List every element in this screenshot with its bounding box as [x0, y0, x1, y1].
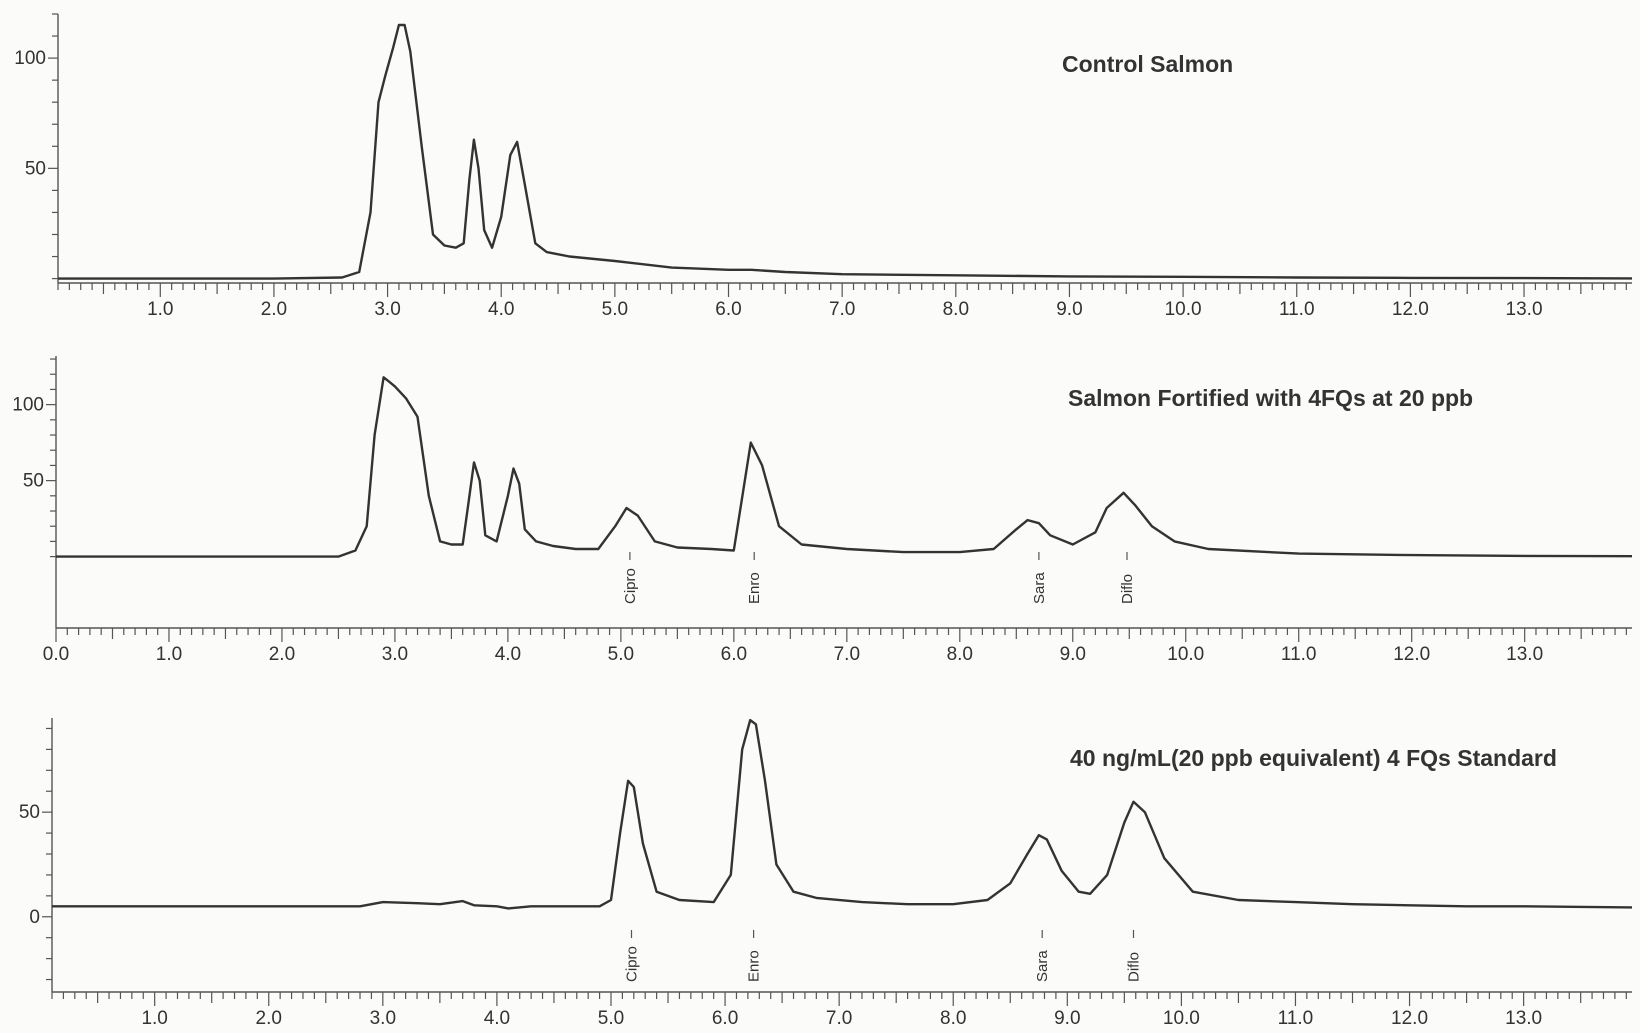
y-tick-label: 50: [23, 471, 44, 492]
x-tick-label: 5.0: [598, 1008, 624, 1029]
x-tick-label: 11.0: [1281, 644, 1317, 665]
x-tick-label: 9.0: [1054, 1008, 1080, 1029]
x-tick-label: 8.0: [943, 299, 969, 320]
chromatogram-trace: [52, 718, 1633, 910]
peak-label-text: Sara: [1031, 572, 1048, 604]
peak-label-text: Enro: [746, 572, 763, 604]
x-tick-label: 3.0: [370, 1008, 396, 1029]
peak-label-text: Cipro: [622, 568, 639, 604]
x-tick-label: 1.0: [141, 1008, 167, 1029]
x-tick-label: 2.0: [256, 1008, 282, 1029]
x-tick-label: 11.0: [1279, 299, 1315, 320]
chromatogram-panel-2: 50 100 0.0 1.0 2.0 3.0 4.0 5.0 6.0 7.0 8.0 9.0 10.0 1…: [12, 356, 1633, 665]
x-tick-label: 1.0: [156, 644, 182, 665]
chromatogram-panel-3: 0 50 1.0 2.0 3.0 4.0 5.0 6.0 7.0 8.0 9.0 10.0 11.0 12…: [19, 718, 1633, 1029]
x-tick-label: 5.0: [608, 644, 634, 665]
chromatogram-panel-1: 50 100 1.0 2.0 3.0 4.0 5.0 6.0 7.0 8.0 9.0 10.0 11.0…: [14, 13, 1633, 320]
x-tick-label: 9.0: [1056, 299, 1082, 320]
x-tick-label: 6.0: [721, 644, 747, 665]
peak-label-text: Cipro: [624, 946, 641, 982]
x-tick-label: 3.0: [374, 299, 400, 320]
x-tick-label: 10.0: [1165, 299, 1202, 320]
peak-label-cipro: Cipro: [622, 552, 639, 604]
x-tick-label: 7.0: [829, 299, 855, 320]
x-tick-label: 12.0: [1391, 1008, 1428, 1029]
x-tick-label: 10.0: [1167, 644, 1204, 665]
chromatogram-trace: [56, 376, 1633, 558]
x-tick-label: 13.0: [1506, 299, 1543, 320]
x-tick-label: 6.0: [715, 299, 741, 320]
y-tick-label: 100: [14, 48, 46, 69]
x-tick-label: 4.0: [488, 299, 514, 320]
panel-title: Salmon Fortified with 4FQs at 20 ppb: [1068, 385, 1473, 411]
peak-label-enro: Enro: [746, 930, 763, 982]
peak-label-text: Diflo: [1119, 574, 1136, 604]
x-tick-label: 4.0: [495, 644, 521, 665]
x-tick-label: 3.0: [382, 644, 408, 665]
x-tick-label: 4.0: [484, 1008, 510, 1029]
x-tick-label: 12.0: [1393, 644, 1430, 665]
peak-label-enro: Enro: [746, 552, 763, 604]
peak-label-cipro: Cipro: [624, 930, 641, 982]
x-tick-label: 2.0: [261, 299, 287, 320]
y-tick-label: 50: [19, 802, 40, 823]
x-tick-label: 8.0: [947, 644, 973, 665]
x-tick-label: 9.0: [1060, 644, 1086, 665]
y-tick-label: 100: [12, 395, 44, 416]
x-tick-label: 13.0: [1506, 644, 1543, 665]
x-tick-label: 13.0: [1505, 1008, 1542, 1029]
peak-label-diflo: Diflo: [1126, 930, 1143, 982]
panel-title: Control Salmon: [1062, 51, 1233, 77]
x-tick-label: 7.0: [834, 644, 860, 665]
peak-label-sara: Sara: [1031, 552, 1048, 604]
x-tick-label: 0.0: [43, 644, 69, 665]
x-tick-label: 8.0: [940, 1008, 966, 1029]
y-tick-label: 0: [29, 907, 40, 928]
peak-label-sara: Sara: [1034, 930, 1051, 982]
peak-label-text: Diflo: [1126, 952, 1143, 982]
peak-label-text: Enro: [746, 950, 763, 982]
x-tick-label: 11.0: [1278, 1008, 1314, 1029]
x-tick-label: 6.0: [712, 1008, 738, 1029]
chromatogram-trace: [58, 23, 1633, 280]
x-tick-label: 5.0: [602, 299, 628, 320]
x-tick-label: 7.0: [826, 1008, 852, 1029]
x-tick-label: 2.0: [269, 644, 295, 665]
x-tick-label: 12.0: [1392, 299, 1429, 320]
x-tick-label: 10.0: [1163, 1008, 1200, 1029]
peak-label-diflo: Diflo: [1119, 552, 1136, 604]
y-tick-label: 50: [25, 158, 46, 179]
panel-title: 40 ng/mL(20 ppb equivalent) 4 FQs Standa…: [1070, 745, 1557, 771]
peak-label-text: Sara: [1034, 950, 1051, 982]
x-tick-label: 1.0: [147, 299, 173, 320]
